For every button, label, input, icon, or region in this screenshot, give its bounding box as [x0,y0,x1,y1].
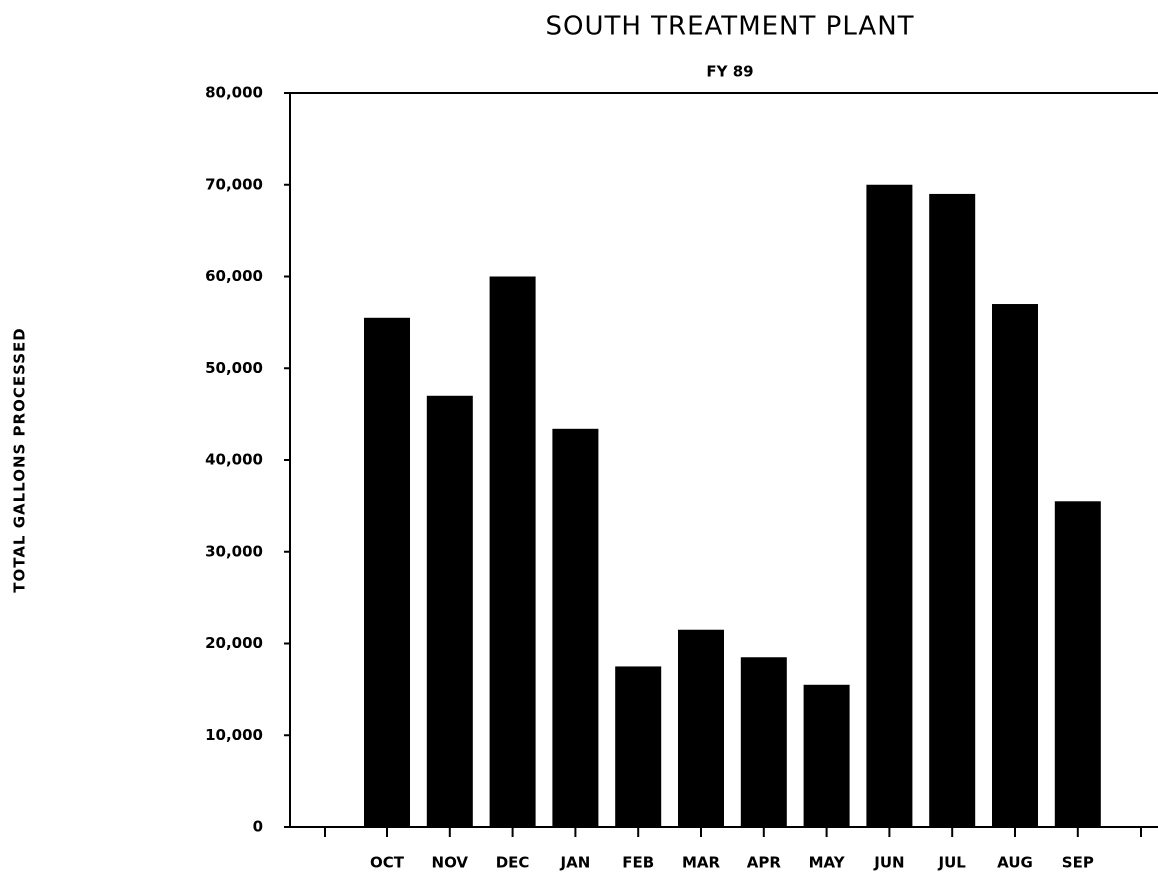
y-axis-label: TOTAL GALLONS PROCESSED [11,327,29,592]
y-tick-label: 40,000 [205,451,263,469]
y-tick-label: 30,000 [205,542,263,560]
x-tick-label: MAR [682,854,721,872]
y-tick-label: 20,000 [205,634,263,652]
y-tick-label: 70,000 [205,175,263,193]
x-tick-label: MAY [809,854,846,872]
bar [552,428,599,827]
bar [364,317,410,827]
bar [489,276,536,827]
y-tick-label: 50,000 [205,359,263,377]
x-tick-label: JAN [560,854,591,872]
x-tick-label: NOV [432,854,469,872]
x-tick-label: JUN [873,854,904,872]
x-tick-label: FEB [622,854,654,872]
x-tick-label: JUL [938,854,967,872]
y-tick-label: 80,000 [205,84,263,102]
y-tick-label: 60,000 [205,267,263,285]
bar [929,193,976,828]
chart-subtitle: FY 89 [706,63,753,81]
bar [1054,501,1101,827]
y-tick-label: 0 [253,818,263,836]
bar [426,395,473,827]
bar [615,666,662,827]
x-tick-label: DEC [496,854,530,872]
bar [678,629,724,827]
bar [866,184,913,827]
chart-title: SOUTH TREATMENT PLANT [545,12,914,42]
bar [803,684,850,827]
bar [740,657,787,827]
x-tick-label: AUG [997,854,1033,872]
x-tick-label: APR [747,854,782,872]
y-tick-label: 10,000 [205,726,263,744]
x-tick-label: SEP [1062,854,1094,872]
x-tick-label: OCT [370,854,405,872]
bar [992,304,1038,827]
